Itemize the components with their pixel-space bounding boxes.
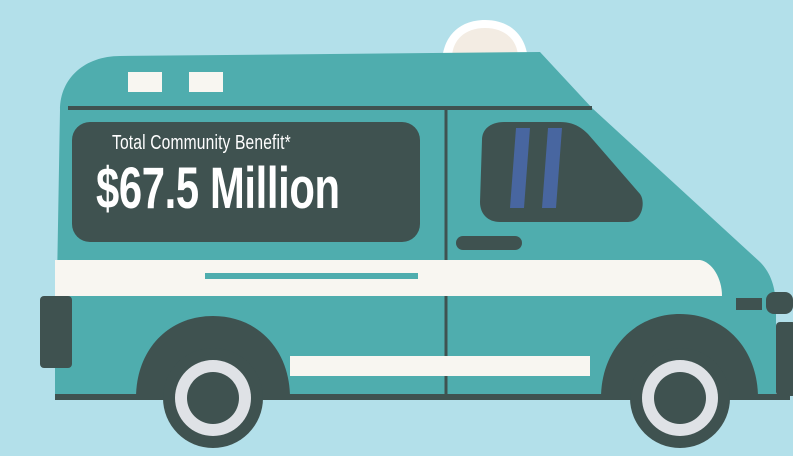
roof-window-right	[189, 72, 223, 92]
window-stripe-2	[542, 128, 562, 208]
front-bumper	[776, 322, 793, 396]
door-handle	[456, 236, 522, 250]
benefit-label: Total Community Benefit*	[112, 132, 291, 154]
roof-window-left	[128, 72, 162, 92]
rear-wheel	[163, 348, 263, 448]
side-step	[290, 356, 590, 376]
front-wheel	[630, 348, 730, 448]
window-stripe-1	[510, 128, 530, 208]
rear-bumper	[40, 296, 72, 368]
benefit-panel-shape	[72, 122, 420, 242]
benefit-value: $67.5 Million	[96, 156, 340, 221]
